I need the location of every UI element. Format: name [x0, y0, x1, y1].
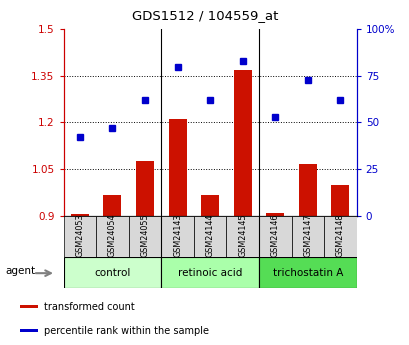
Bar	[161, 216, 193, 257]
Bar	[96, 216, 128, 257]
Bar	[63, 216, 96, 257]
Bar	[161, 257, 258, 288]
Text: transformed count: transformed count	[43, 302, 134, 312]
Text: GSM24147: GSM24147	[303, 214, 312, 257]
Text: GSM24146: GSM24146	[270, 214, 279, 257]
Bar	[20, 305, 38, 308]
Bar	[266, 213, 283, 216]
Text: control: control	[94, 268, 130, 277]
Text: GSM24148: GSM24148	[335, 214, 344, 257]
Text: retinoic acid: retinoic acid	[178, 268, 242, 277]
Text: GSM24144: GSM24144	[205, 214, 214, 257]
Bar	[258, 257, 356, 288]
Bar	[298, 165, 316, 216]
Text: GSM24145: GSM24145	[238, 214, 247, 257]
Bar	[226, 216, 258, 257]
Bar	[193, 216, 226, 257]
Text: GDS1512 / 104559_at: GDS1512 / 104559_at	[131, 9, 278, 22]
Bar	[71, 214, 89, 216]
Bar	[233, 70, 251, 216]
Bar	[330, 185, 348, 216]
Text: GSM24143: GSM24143	[173, 214, 182, 257]
Bar	[324, 216, 356, 257]
Bar	[128, 216, 161, 257]
Text: agent: agent	[5, 266, 35, 276]
Text: GSM24055: GSM24055	[140, 214, 149, 257]
Bar	[103, 195, 121, 216]
Text: percentile rank within the sample: percentile rank within the sample	[43, 326, 208, 336]
Bar	[291, 216, 324, 257]
Text: trichostatin A: trichostatin A	[272, 268, 342, 277]
Bar	[201, 195, 218, 216]
Bar	[258, 216, 291, 257]
Bar	[63, 257, 161, 288]
Bar	[136, 161, 153, 216]
Text: GSM24054: GSM24054	[108, 214, 117, 257]
Bar	[168, 119, 186, 216]
Text: GSM24053: GSM24053	[75, 214, 84, 257]
Bar	[20, 329, 38, 332]
